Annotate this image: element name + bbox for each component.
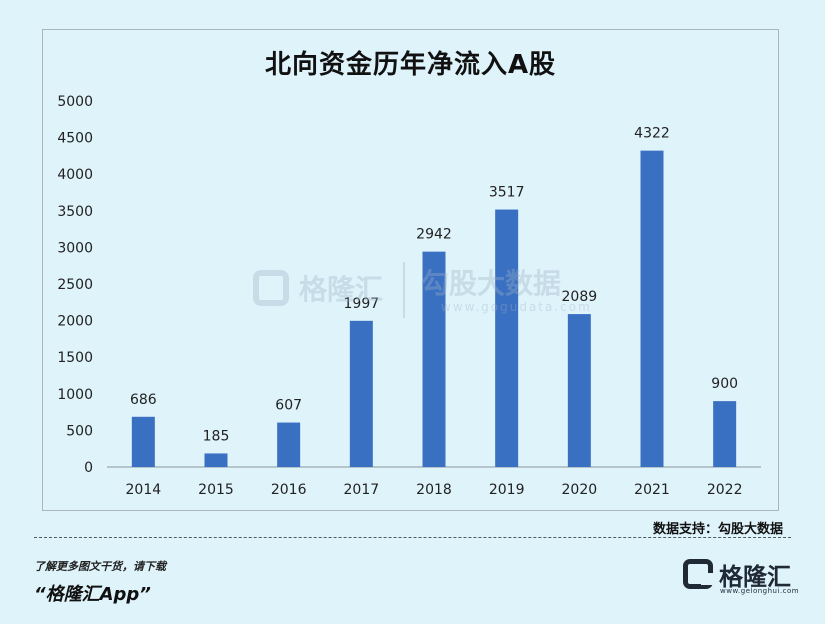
source-note: 数据支持：勾股大数据 [652, 522, 783, 537]
y-tick-label-6: 3000 [57, 240, 93, 256]
y-tick-label-3: 1500 [57, 350, 93, 366]
y-tick-label-2: 1000 [57, 387, 93, 403]
x-tick-label-2014: 2014 [126, 482, 162, 498]
y-tick-label-10: 5000 [57, 94, 93, 110]
y-tick-label-5: 2500 [57, 277, 93, 293]
data-label-2018: 2942 [416, 227, 452, 243]
app-name[interactable]: “格隆汇App” [34, 584, 151, 605]
x-tick-label-2017: 2017 [344, 482, 380, 498]
y-tick-label-1: 500 [66, 423, 93, 439]
logo-name: 格隆汇 [719, 563, 791, 591]
bar-2021 [640, 150, 664, 467]
data-label-2022: 900 [711, 376, 738, 392]
x-tick-label-2019: 2019 [489, 482, 525, 498]
chart-panel: 北向资金历年净流入A股 0 500 1000 1500 2000 2500 3000 3500… [42, 29, 779, 511]
data-label-2015: 185 [203, 428, 230, 444]
bar-2020 [567, 314, 591, 467]
data-label-2021: 4322 [634, 126, 670, 142]
x-tick-label-2021: 2021 [634, 482, 670, 498]
data-label-2020: 2089 [562, 289, 598, 305]
data-label-2014: 686 [130, 392, 157, 408]
y-tick-label-0: 0 [84, 460, 93, 476]
x-tick-label-2015: 2015 [198, 482, 234, 498]
x-tick-label-2016: 2016 [271, 482, 307, 498]
chart-title: 北向资金历年净流入A股 [264, 50, 557, 80]
x-tick-label-2020: 2020 [562, 482, 598, 498]
bar-chart: 0 500 1000 1500 2000 2500 3000 3500 4000 4500 5000… [57, 94, 761, 498]
y-tick-label-8: 4000 [57, 167, 93, 183]
bar-2016 [277, 422, 301, 467]
data-label-2016: 607 [275, 398, 302, 414]
g-logo-icon [683, 559, 713, 589]
y-tick-label-4: 2000 [57, 314, 93, 330]
bar-2019 [495, 209, 519, 467]
bar-2017 [349, 320, 373, 467]
download-prompt: 了解更多图文干货，请下载 [34, 560, 166, 573]
y-tick-label-7: 3500 [57, 204, 93, 220]
bar-2018 [422, 251, 446, 467]
data-label-2019: 3517 [489, 185, 525, 201]
data-label-2017: 1997 [344, 296, 380, 312]
x-tick-label-2022: 2022 [707, 482, 743, 498]
brand-logo: 格隆汇 www.gelonghui.com [683, 557, 799, 597]
y-tick-label-9: 4500 [57, 131, 93, 147]
footer-divider [34, 537, 791, 538]
x-tick-label-2018: 2018 [416, 482, 452, 498]
bar-2022 [713, 401, 737, 467]
logo-url: www.gelonghui.com [720, 587, 800, 595]
bar-2015 [204, 453, 228, 467]
bar-2014 [131, 416, 155, 467]
